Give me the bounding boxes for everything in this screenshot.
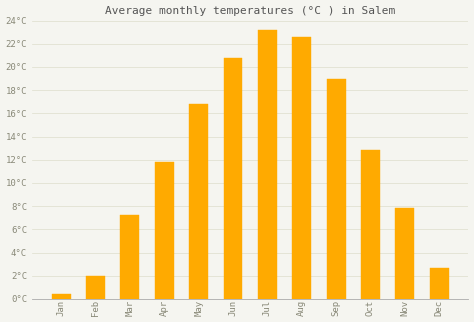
- Bar: [430, 268, 448, 299]
- Title: Average monthly temperatures (°C ) in Salem: Average monthly temperatures (°C ) in Sa…: [105, 5, 395, 15]
- Bar: [395, 208, 414, 299]
- Bar: [155, 162, 174, 299]
- Bar: [189, 104, 208, 299]
- Bar: [86, 276, 105, 299]
- Bar: [327, 79, 346, 299]
- Bar: [224, 58, 242, 299]
- Bar: [292, 37, 311, 299]
- Bar: [361, 150, 380, 299]
- Bar: [120, 215, 139, 299]
- Bar: [258, 30, 277, 299]
- Bar: [52, 294, 71, 299]
